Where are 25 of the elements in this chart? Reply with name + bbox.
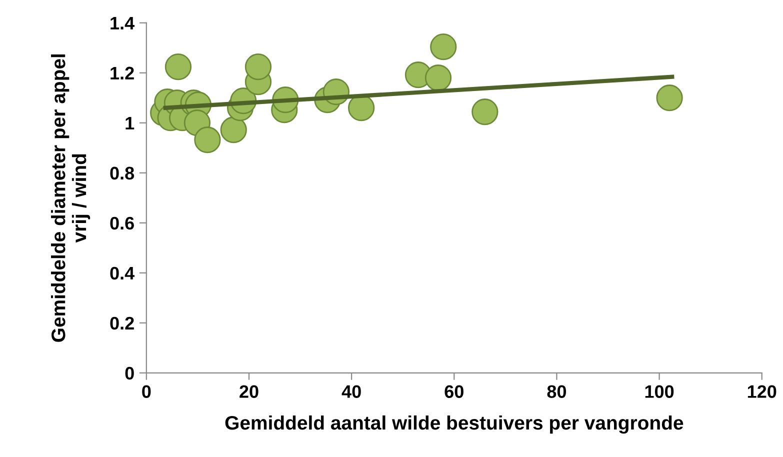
y-tick-label: 0.8 (110, 166, 134, 180)
x-tick-label: 100 (645, 385, 674, 398)
x-tick-label: 40 (342, 385, 361, 398)
x-tick-label: 60 (444, 385, 464, 398)
point (656, 84, 683, 112)
y-tick-label: 0.6 (110, 216, 134, 230)
point (472, 98, 498, 126)
x-tick-label: 20 (240, 385, 258, 398)
point (430, 34, 457, 60)
point (164, 54, 192, 80)
point (244, 54, 272, 80)
y-tick-label: 0.4 (110, 266, 135, 280)
point (194, 126, 221, 154)
y-axis-title: Gemiddelde diameter per appel vrij / wind (51, 54, 90, 342)
x-tick-label: 120 (748, 385, 776, 398)
point (424, 64, 452, 92)
y-tick-label: 1.2 (110, 66, 134, 80)
y-tick-label: 0.2 (110, 316, 134, 330)
x-tick-label: 80 (547, 385, 566, 398)
x-tick-label: 0 (142, 385, 151, 398)
x-axis-title: Gemiddeld aantal wilde bestuivers per vangronde (225, 415, 684, 434)
y-tick-label: 0 (125, 366, 134, 380)
y-tick-label: 1.4 (110, 16, 135, 30)
y-tick-label: 1 (126, 116, 134, 130)
point (220, 116, 247, 144)
